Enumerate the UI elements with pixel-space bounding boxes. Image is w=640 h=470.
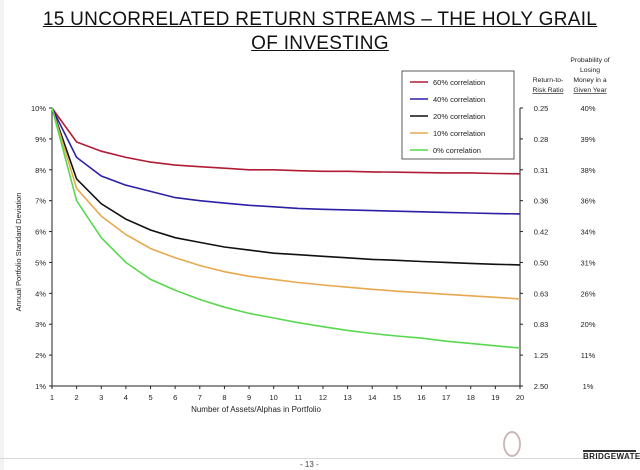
page-number: - 13 - <box>300 460 319 469</box>
x-tick-label: 13 <box>343 393 351 402</box>
x-tick-label: 1 <box>50 393 54 402</box>
probability-value: 26% <box>580 289 595 298</box>
x-tick-label: 20 <box>516 393 524 402</box>
y-tick-label: 6% <box>35 228 46 237</box>
y-tick-label: 9% <box>35 135 46 144</box>
ratio-value: 0.50 <box>534 258 549 267</box>
probability-value: 39% <box>580 135 595 144</box>
y-tick-label: 7% <box>35 197 46 206</box>
x-tick-label: 2 <box>75 393 79 402</box>
y-tick-label: 1% <box>35 382 46 391</box>
series-line <box>51 107 521 349</box>
x-tick-label: 7 <box>198 393 202 402</box>
legend-label: 20% correlation <box>433 112 485 121</box>
x-tick-label: 6 <box>173 393 177 402</box>
series-line <box>51 107 521 215</box>
logo-bar <box>583 450 636 452</box>
probability-header: Probability of <box>570 57 609 64</box>
probability-value: 40% <box>580 104 595 113</box>
probability-value: 38% <box>580 166 595 175</box>
left-edge-bar <box>0 0 4 470</box>
probability-value: 36% <box>580 197 595 206</box>
y-tick-label: 10% <box>31 104 46 113</box>
probability-value: 31% <box>580 258 595 267</box>
x-tick-label: 17 <box>442 393 450 402</box>
legend-label: 40% correlation <box>433 95 485 104</box>
ratio-value: 2.50 <box>534 382 549 391</box>
y-tick-label: 4% <box>35 289 46 298</box>
y-tick-label: 3% <box>35 320 46 329</box>
x-tick-label: 11 <box>294 393 302 402</box>
chart-series <box>51 107 521 349</box>
ratio-value: 0.28 <box>534 135 549 144</box>
slide-title-line-2: OF INVESTING <box>251 33 389 54</box>
probability-value: 1% <box>583 382 594 391</box>
series-line <box>51 107 521 266</box>
chart-legend: 60% correlation 40% correlation 20% correl… <box>401 70 515 160</box>
y-tick-label: 5% <box>35 258 46 267</box>
y-axis-title: Annual Portfolio Standard Deviation <box>14 193 23 312</box>
ratio-value: 0.83 <box>534 320 549 329</box>
x-tick-label: 10 <box>270 393 278 402</box>
legend-label: 60% correlation <box>433 78 485 87</box>
x-tick-label: 18 <box>467 393 475 402</box>
probability-value: 34% <box>580 228 595 237</box>
ratio-value: 0.42 <box>534 228 549 237</box>
probability-header: Losing <box>580 67 600 74</box>
series-line <box>51 107 521 300</box>
y-tick-label: 2% <box>35 351 46 360</box>
bridgewater-seal-icon <box>503 431 521 457</box>
x-tick-label: 5 <box>148 393 152 402</box>
x-tick-label: 16 <box>417 393 425 402</box>
ratio-value: 0.36 <box>534 197 549 206</box>
x-tick-label: 14 <box>368 393 376 402</box>
ratio-header: Return-to- <box>533 77 564 84</box>
x-tick-label: 3 <box>99 393 103 402</box>
footer-divider <box>0 458 640 459</box>
x-tick-label: 12 <box>319 393 327 402</box>
x-tick-label: 4 <box>124 393 128 402</box>
probability-header: Money in a <box>573 77 606 84</box>
series-line <box>51 107 521 175</box>
y-tick-label: 8% <box>35 166 46 175</box>
ratio-value: 0.63 <box>534 289 549 298</box>
x-tick-label: 19 <box>491 393 499 402</box>
legend-label: 0% correlation <box>433 146 481 155</box>
legend-label: 10% correlation <box>433 129 485 138</box>
legend-box <box>401 70 515 160</box>
chart-axes: 1%2%3%4%5%6%7%8%9%10%1 2 3 4 5 6 7 8 9 10 11 12 13 14… <box>14 104 524 414</box>
probability-header: Given Year <box>573 87 607 94</box>
probability-value: 20% <box>580 320 595 329</box>
x-tick-label: 8 <box>222 393 226 402</box>
ratio-value: 1.25 <box>534 351 549 360</box>
ratio-value: 0.31 <box>534 166 549 175</box>
right-axis-tables: Return-to- Risk Ratio Probability of Losing… <box>533 57 610 391</box>
slide-title-line-1: 15 UNCORRELATED RETURN STREAMS – THE HOL… <box>42 9 598 30</box>
x-tick-label: 15 <box>393 393 401 402</box>
ratio-header: Risk Ratio <box>533 87 564 94</box>
bridgewater-logo: BRIDGEWATER <box>583 452 640 461</box>
x-axis-title: Number of Assets/Alphas in Portfolio <box>191 405 321 414</box>
x-tick-label: 9 <box>247 393 251 402</box>
ratio-value: 0.25 <box>534 104 549 113</box>
probability-value: 11% <box>581 351 596 360</box>
